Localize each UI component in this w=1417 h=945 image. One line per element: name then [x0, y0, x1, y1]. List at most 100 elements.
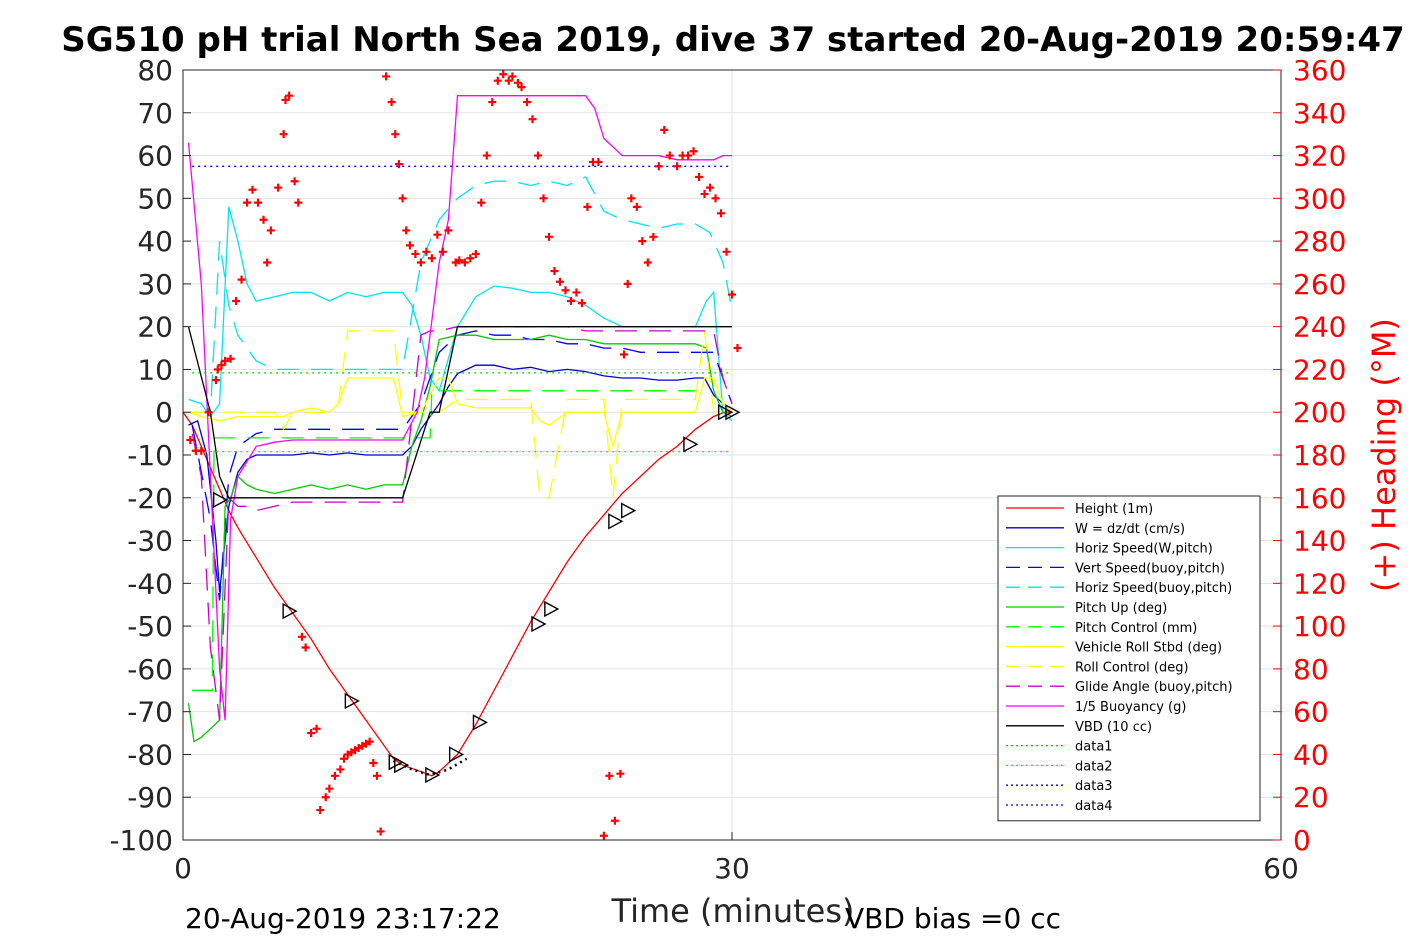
heading-point-8	[226, 354, 235, 363]
heading-point-67	[504, 76, 513, 85]
legend-label-8: Roll Control (deg)	[1075, 660, 1189, 675]
heading-point-10	[237, 275, 246, 284]
triangle-marker-0	[212, 491, 229, 509]
y-tick-label-16: -80	[127, 738, 173, 771]
series-line-0	[182, 411, 732, 777]
y-right-tick-label-15: 60	[1293, 696, 1329, 729]
heading-point-88	[616, 769, 625, 778]
legend-label-7: Vehicle Roll Stbd (deg)	[1075, 641, 1222, 656]
triangle-marker-11	[620, 502, 637, 519]
heading-point-63	[482, 151, 491, 160]
heading-point-51	[416, 258, 425, 267]
y-right-tick-label-6: 240	[1293, 311, 1346, 344]
y-tick-label-7: 10	[137, 353, 173, 386]
series-line-4	[192, 176, 733, 413]
y-tick-label-6: 20	[137, 311, 173, 344]
heading-point-75	[545, 232, 553, 241]
series-line-3	[191, 330, 733, 601]
heading-point-82	[583, 202, 592, 211]
y-right-tick-label-5: 260	[1293, 268, 1346, 301]
heading-point-60	[466, 254, 475, 263]
heading-point-85	[599, 831, 608, 840]
triangle-marker-7	[472, 714, 488, 731]
heading-point-77	[555, 277, 564, 286]
heading-point-25	[307, 729, 316, 738]
y-tick-label-2: 60	[137, 140, 173, 173]
chart-title: SG510 pH trial North Sea 2019, dive 37 s…	[61, 20, 1404, 60]
heading-point-53	[427, 254, 436, 263]
heading-point-46	[394, 160, 403, 169]
y-tick-label-1: 70	[137, 97, 173, 130]
y-tick-label-12: -40	[127, 567, 173, 600]
heading-point-43	[382, 72, 391, 81]
y-right-tick-label-2: 320	[1293, 140, 1346, 173]
series-line-11	[187, 326, 732, 499]
heading-point-24	[301, 643, 310, 652]
heading-point-86	[605, 771, 614, 780]
heading-point-41	[372, 771, 381, 780]
y-tick-label-15: -70	[127, 696, 173, 729]
footer-vbd-bias: VBD bias =0 cc	[845, 902, 1061, 935]
series-line-8	[188, 330, 732, 499]
heading-point-73	[534, 151, 543, 160]
y-tick-label-17: -90	[127, 781, 173, 814]
heading-point-56	[444, 226, 453, 235]
heading-point-81	[577, 299, 586, 308]
heading-point-23	[297, 632, 306, 641]
heading-point-58	[455, 256, 464, 265]
heading-point-94	[643, 258, 652, 267]
series-line-10	[187, 95, 732, 721]
heading-point-62	[477, 198, 486, 207]
heading-point-108	[722, 247, 731, 256]
heading-point-31	[336, 765, 345, 774]
series-line-7	[188, 377, 733, 449]
triangle-marker-2	[344, 692, 360, 710]
heading-point-69	[513, 78, 522, 87]
heading-point-11	[243, 198, 252, 207]
legend-label-2: Horiz Speed(W,pitch)	[1075, 542, 1213, 557]
series-line-6	[192, 390, 696, 691]
heading-point-40	[369, 759, 378, 767]
y-right-tick-label-10: 160	[1293, 482, 1346, 515]
heading-point-74	[539, 194, 548, 203]
y-axis-right-label: (+) Heading (°M)	[1365, 318, 1403, 592]
heading-point-97	[660, 125, 669, 134]
triangle-marker-8	[531, 615, 547, 633]
heading-point-107	[717, 209, 726, 218]
heading-point-12	[248, 185, 257, 194]
heading-point-45	[391, 130, 400, 139]
legend-label-0: Height (1m)	[1075, 502, 1153, 517]
axes: 80706050403020100-10-20-30-40-50-60-70-8…	[109, 54, 1346, 885]
heading-point-22	[294, 198, 303, 207]
y-tick-label-4: 40	[137, 225, 173, 258]
heading-point-110	[733, 344, 742, 353]
y-right-tick-label-11: 140	[1293, 525, 1346, 558]
y-right-tick-label-7: 220	[1293, 353, 1346, 386]
heading-point-72	[528, 115, 537, 124]
plot-content	[182, 70, 742, 840]
x-axis-label: Time (minutes)	[611, 892, 855, 930]
triangle-marker-1	[282, 602, 298, 620]
heading-point-2	[197, 446, 206, 455]
heading-point-65	[493, 76, 502, 85]
y-tick-label-8: 0	[155, 396, 173, 429]
heading-point-13	[254, 198, 263, 207]
heading-point-44	[387, 98, 396, 107]
heading-point-103	[695, 172, 704, 181]
heading-point-59	[460, 258, 469, 267]
heading-point-89	[620, 350, 629, 359]
x-tick-label-1: 30	[714, 852, 750, 885]
series-line-5	[187, 334, 733, 743]
triangle-marker-10	[608, 513, 624, 530]
triangle-marker-12	[683, 436, 699, 453]
y-right-tick-label-12: 120	[1293, 567, 1346, 600]
legend-label-5: Pitch Up (deg)	[1075, 601, 1167, 616]
heading-point-3	[204, 408, 213, 417]
triangle-marker-5	[425, 766, 441, 784]
y-tick-label-3: 50	[137, 182, 173, 215]
y-right-tick-label-9: 180	[1293, 439, 1346, 472]
legend: Height (1m) W = dz/dt (cm/s) Horiz Speed(W…	[997, 495, 1261, 822]
heading-point-30	[330, 771, 339, 780]
y-tick-label-5: 30	[137, 268, 173, 301]
heading-point-78	[561, 286, 570, 295]
